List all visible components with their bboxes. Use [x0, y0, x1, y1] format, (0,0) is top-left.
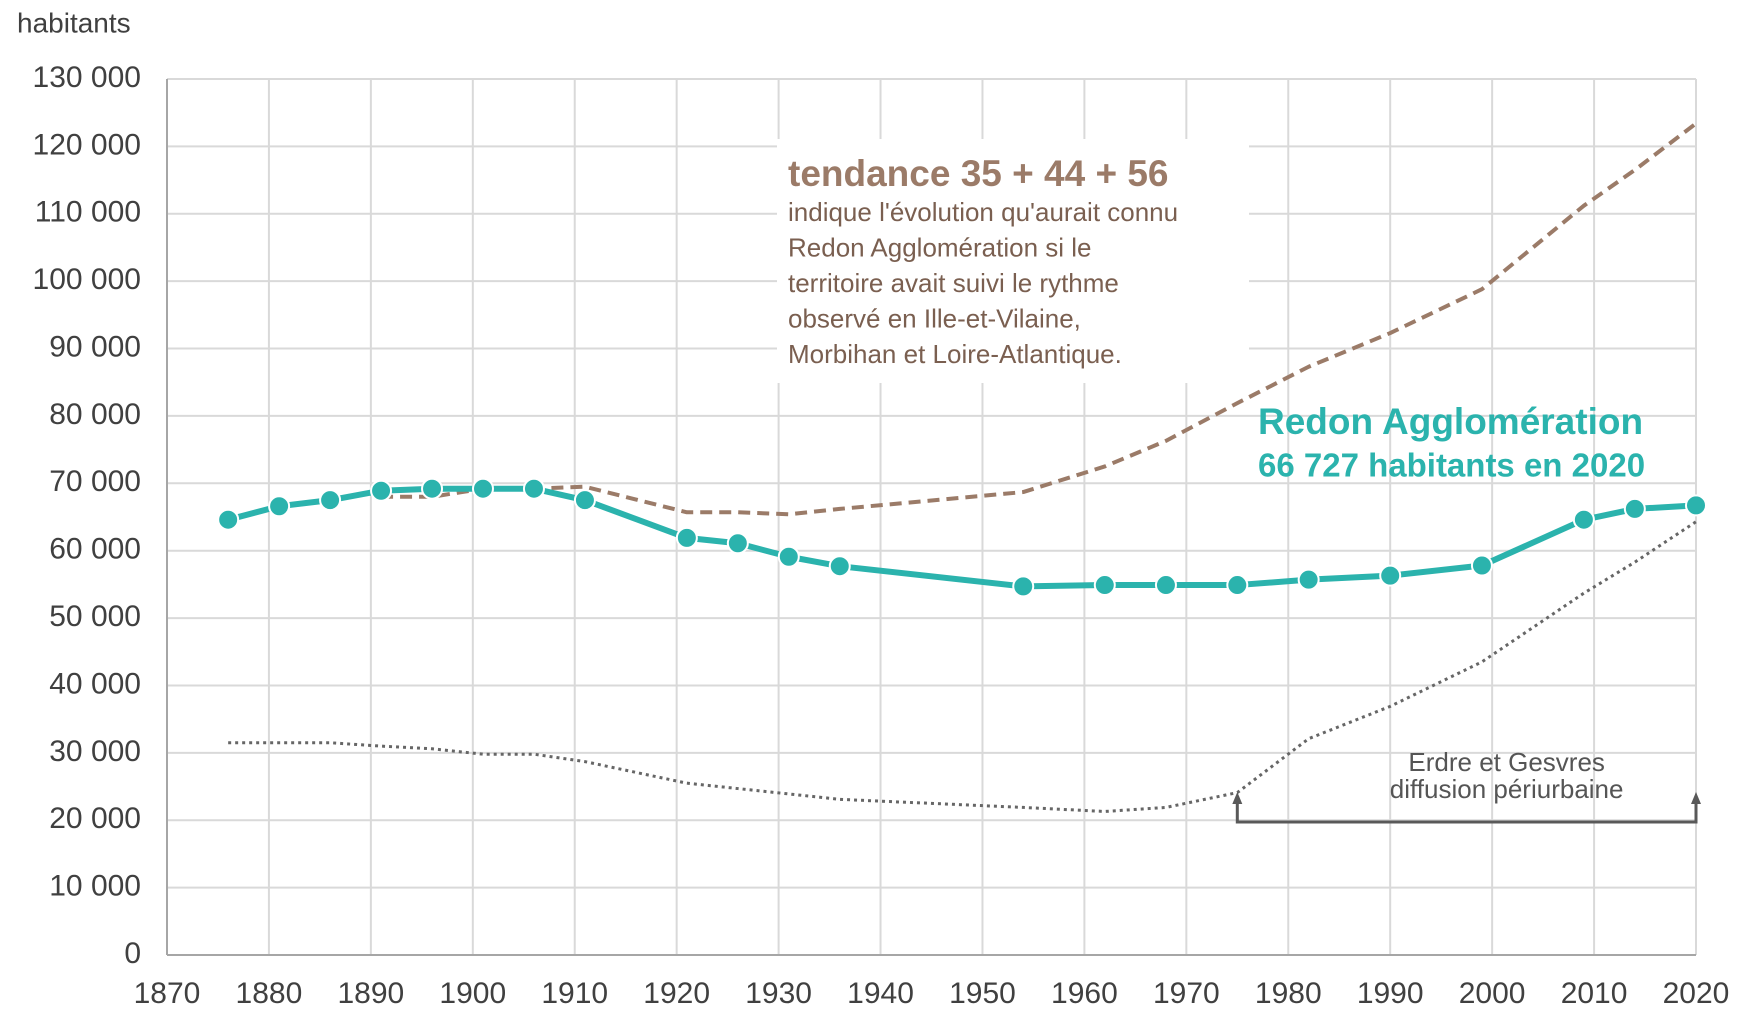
- series-line: [227, 485, 1697, 590]
- x-tick-label: 1990: [1357, 977, 1424, 1010]
- y-tick-label: 30 000: [49, 735, 141, 768]
- marker: [1093, 574, 1116, 597]
- x-tick-label: 1910: [541, 977, 608, 1010]
- annotation-text: Morbihan et Loire-Atlantique.: [788, 339, 1122, 369]
- y-tick-label: 130 000: [33, 61, 141, 94]
- x-tick-label: 1970: [1153, 977, 1220, 1010]
- marker: [1226, 574, 1249, 597]
- annotation-text: diffusion périurbaine: [1390, 774, 1624, 804]
- marker: [471, 477, 494, 500]
- y-tick-label: 120 000: [33, 128, 141, 161]
- marker: [319, 489, 342, 512]
- marker: [268, 495, 291, 518]
- y-tick-label: 100 000: [33, 263, 141, 296]
- arrow-head: [1232, 792, 1243, 804]
- marker: [777, 545, 800, 568]
- y-tick-label: 10 000: [49, 870, 141, 903]
- marker: [1154, 574, 1177, 597]
- marker: [370, 479, 393, 502]
- series-label: tendance 35 + 44 + 56: [788, 153, 1169, 194]
- x-tick-label: 2000: [1459, 977, 1526, 1010]
- marker: [1297, 568, 1320, 591]
- annotation-box: [777, 139, 1249, 383]
- marker: [828, 555, 851, 578]
- marker: [1012, 575, 1035, 598]
- annotation-text: 66 727 habitants en 2020: [1258, 447, 1645, 484]
- x-tick-label: 1900: [439, 977, 506, 1010]
- y-tick-label: 40 000: [49, 667, 141, 700]
- y-tick-label: 20 000: [49, 802, 141, 835]
- annotation-text: indique l'évolution qu'aurait connu: [788, 197, 1178, 227]
- series-label: Redon Agglomération: [1258, 401, 1643, 442]
- annotation-text: Redon Agglomération si le: [788, 232, 1092, 262]
- y-tick-label: 60 000: [49, 533, 141, 566]
- marker: [675, 526, 698, 549]
- x-tick-label: 1950: [949, 977, 1016, 1010]
- series-label: Erdre et Gesvres: [1408, 747, 1605, 777]
- bracket: [1235, 796, 1698, 824]
- x-tick-label: 2010: [1561, 977, 1628, 1010]
- arrow-head: [1691, 792, 1701, 804]
- x-tick-label: 1880: [236, 977, 303, 1010]
- marker: [217, 508, 240, 531]
- marker: [1685, 494, 1707, 517]
- marker: [1623, 497, 1646, 520]
- y-tick-label: 50 000: [49, 600, 141, 633]
- x-tick-label: 1920: [643, 977, 710, 1010]
- y-tick-label: 90 000: [49, 330, 141, 363]
- series-line: [228, 520, 1697, 813]
- x-tick-label: 1890: [337, 977, 404, 1010]
- marker: [522, 477, 545, 500]
- marker: [726, 532, 749, 555]
- x-tick-label: 1980: [1255, 977, 1322, 1010]
- x-tick-label: 2020: [1663, 977, 1730, 1010]
- annotation-text: observé en Ille-et-Vilaine,: [788, 303, 1081, 333]
- marker: [1572, 508, 1595, 531]
- marker: [1470, 554, 1493, 577]
- marker: [421, 477, 444, 500]
- y-tick-label: 70 000: [49, 465, 141, 498]
- annotation-text: territoire avait suivi le rythme: [788, 268, 1119, 298]
- marker: [1379, 564, 1402, 587]
- y-axis-label: habitants: [17, 7, 131, 38]
- y-tick-label: 110 000: [35, 196, 141, 229]
- x-tick-label: 1940: [847, 977, 914, 1010]
- marker: [573, 489, 596, 512]
- x-tick-label: 1960: [1051, 977, 1118, 1010]
- x-tick-label: 1870: [134, 977, 201, 1010]
- y-tick-label: 0: [124, 937, 141, 970]
- x-tick-label: 1930: [745, 977, 812, 1010]
- y-tick-label: 80 000: [49, 398, 141, 431]
